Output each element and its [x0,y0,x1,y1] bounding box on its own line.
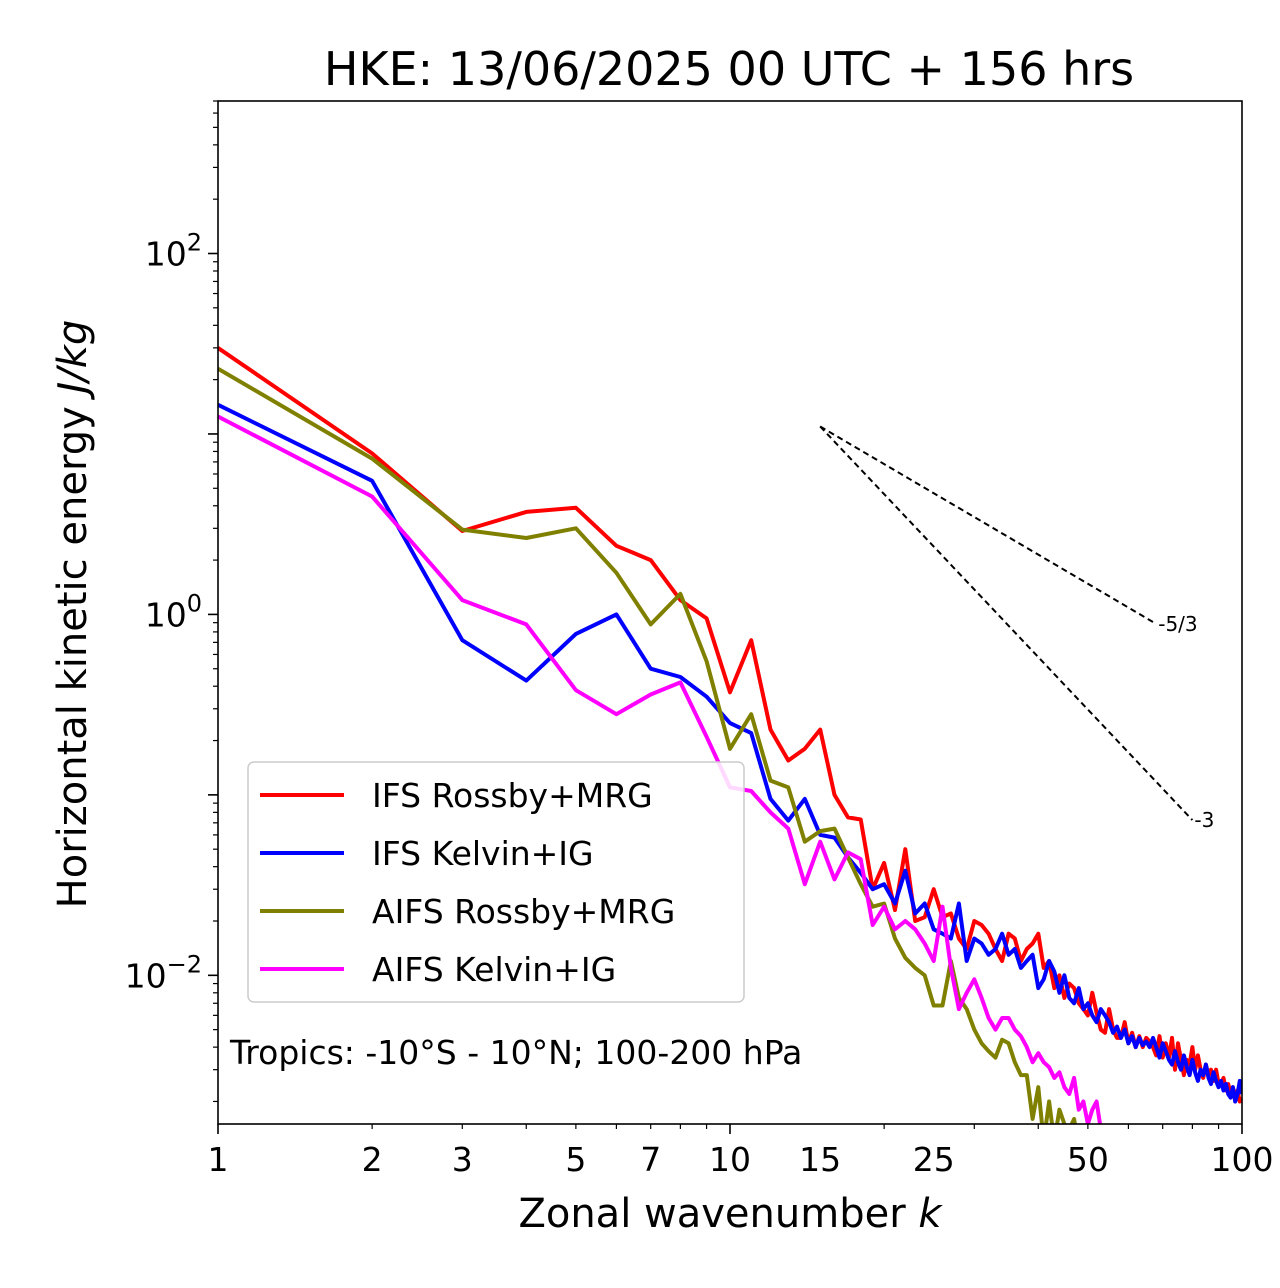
legend: IFS Rossby+MRG IFS Kelvin+IG AIFS Rossby+M… [247,761,745,1003]
series-line-3 [218,366,1077,1124]
chart-title: HKE: 13/06/2025 00 UTC + 156 hrs [324,42,1134,96]
x-tick-label: 3 [452,1140,473,1179]
series-layer [218,346,1242,1124]
legend-label-3: AIFS Rossby+MRG [372,892,675,931]
legend-box [247,761,745,1003]
reference-slope-label-1: -5/3 [1158,612,1197,636]
y-tick-label: 100 [145,589,202,634]
legend-label-4: AIFS Kelvin+IG [372,950,616,989]
x-axis-label-text: Zonal wavenumber [518,1191,906,1237]
reference-slope-line-2 [819,425,1194,821]
x-tick-label: 25 [913,1140,955,1179]
y-axis-label: Horizontal kinetic energy J/kg [50,320,96,909]
x-axis-label: Zonal wavenumber k [518,1191,943,1237]
y-tick-label: 102 [145,229,202,274]
legend-label-2: IFS Kelvin+IG [372,834,594,873]
reference-slope-label-2: -3 [1194,808,1214,832]
reference-slope-line-1 [819,425,1157,625]
series-line-2 [218,403,1242,1104]
x-tick-label: 5 [565,1140,586,1179]
x-tick-label: 50 [1067,1140,1109,1179]
x-tick-label: 2 [362,1140,383,1179]
legend-label-1: IFS Rossby+MRG [372,776,653,815]
x-tick-label: 10 [709,1140,751,1179]
reference-slopes: -5/3 -3 [819,425,1214,832]
x-tick-label: 1 [208,1140,229,1179]
y-tick-label: 10−2 [125,950,202,995]
x-axis-label-var: k [918,1191,943,1237]
x-tick-label: 7 [640,1140,661,1179]
x-axis: 1 2 3 5 7 10 15 25 50 100 [208,1124,1274,1179]
x-tick-label: 15 [799,1140,841,1179]
y-axis-label-text: Horizontal kinetic energy [50,406,96,908]
y-axis: 10−2 100 102 [125,100,218,1103]
x-tick-label: 100 [1211,1140,1274,1179]
region-annotation: Tropics: -10°S - 10°N; 100-200 hPa [229,1033,802,1072]
y-axis-label-unit: J/kg [50,320,96,401]
